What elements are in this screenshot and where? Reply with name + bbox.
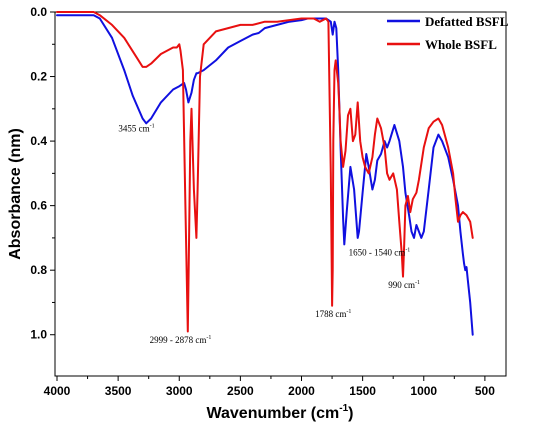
y-tick-label: 0.8 (30, 263, 47, 277)
y-axis: 0.0 0.2 0.4 0.6 0.8 1.0 (30, 5, 55, 342)
y-tick-label: 0.6 (30, 199, 47, 213)
x-tick-label: 3000 (166, 384, 193, 398)
x-tick-label: 2000 (288, 384, 315, 398)
y-axis-title: Absorbance (nm) (7, 128, 24, 260)
series-layer (56, 11, 474, 336)
annotations: 3455 cm-1 2999 - 2878 cm-1 1788 cm-1 1650 -… (118, 123, 420, 344)
plot-frame (54, 11, 507, 377)
y-tick-label: 0.4 (30, 134, 47, 148)
peak-annotation: 990 cm-1 (388, 280, 420, 290)
peak-annotation: 2999 - 2878 cm-1 (150, 335, 212, 345)
legend: Defatted BSFL Whole BSFL (387, 14, 509, 52)
plot-area (54, 11, 507, 377)
x-axis-title-sup: -1 (339, 403, 348, 414)
y-tick-label: 1.0 (30, 328, 47, 342)
x-tick-label: 3500 (105, 384, 132, 398)
series-line-defatted (56, 14, 474, 336)
peak-annotation: 3455 cm-1 (118, 123, 154, 133)
x-axis: 4000 3500 3000 2500 2000 1500 1000 500 (44, 376, 495, 398)
series-line-whole (56, 11, 474, 333)
x-tick-label: 500 (475, 384, 495, 398)
x-axis-title: Wavenumber (cm-1) (206, 403, 353, 422)
x-tick-label: 1000 (410, 384, 437, 398)
x-axis-title-close: ) (348, 405, 353, 422)
peak-annotation: 1788 cm-1 (315, 309, 351, 319)
y-tick-label: 0.0 (30, 5, 47, 19)
x-tick-label: 1500 (349, 384, 376, 398)
peak-annotation: 1650 - 1540 cm-1 (349, 248, 411, 258)
y-tick-label: 0.2 (30, 70, 47, 84)
legend-label-defatted: Defatted BSFL (425, 14, 509, 29)
x-tick-label: 2500 (227, 384, 254, 398)
x-tick-label: 4000 (44, 384, 71, 398)
legend-label-whole: Whole BSFL (425, 37, 497, 52)
